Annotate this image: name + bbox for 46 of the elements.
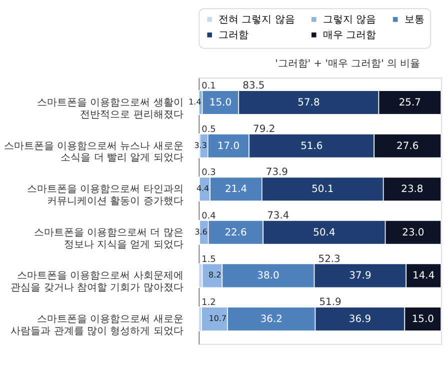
data-label: 0.5 bbox=[202, 124, 216, 135]
text: '그러함' + '매우 그러함' 의 비율 bbox=[275, 58, 420, 70]
data-label: 36.9 bbox=[348, 314, 372, 325]
legend-label: 전혀 그렇지 않음 bbox=[218, 14, 295, 26]
data-label: 10.7 bbox=[208, 314, 227, 323]
data-label: 1.4 bbox=[188, 98, 202, 107]
data-label: 37.9 bbox=[349, 270, 372, 282]
data-label: 1.2 bbox=[202, 298, 216, 308]
legend-label: 보통 bbox=[404, 14, 424, 26]
data-label: 14.4 bbox=[412, 270, 435, 282]
y-tick-label: 스마트폰을 이용함으로써 새로운 사람들과 관계를 많이 형성하게 되었다 bbox=[10, 314, 184, 337]
data-label: 15.0 bbox=[209, 98, 232, 109]
legend-label: 그렇지 않음 bbox=[322, 14, 376, 26]
data-label: 23.8 bbox=[401, 184, 424, 196]
data-label: 38.0 bbox=[257, 270, 280, 282]
data-label: 21.4 bbox=[224, 184, 248, 196]
y-tick-label: 스마트폰을 이용함으로써 더 많은 정보나 지식을 얻게 되었다 bbox=[34, 227, 184, 250]
y-tick-label: 스마트폰을 이용함으로써 사회문제에 관심을 갖거나 참여할 기회가 많아졌다 bbox=[10, 270, 184, 294]
legend-label: 그러함 bbox=[218, 30, 249, 41]
data-label: 0.1 bbox=[202, 82, 216, 92]
annotation: 79.2 bbox=[253, 124, 276, 135]
y-tick-label: 스마트폰을 이용함으로써 뉴스나 새로운 소식을 더 빨리 알게 되었다 bbox=[4, 140, 184, 164]
data-label: 8.2 bbox=[208, 270, 222, 280]
data-label: 51.6 bbox=[300, 140, 323, 152]
data-label: 22.6 bbox=[224, 227, 247, 238]
data-label: 27.6 bbox=[396, 140, 419, 152]
data-label: 0.4 bbox=[202, 211, 216, 222]
data-label: 57.8 bbox=[298, 98, 320, 109]
legend-label: 매우 그러함 bbox=[322, 30, 376, 41]
data-label: 3.3 bbox=[194, 140, 207, 150]
data-label: 50.1 bbox=[312, 184, 334, 196]
data-label: 36.2 bbox=[260, 314, 282, 325]
data-label: 0.3 bbox=[202, 168, 216, 178]
data-label: 25.7 bbox=[398, 98, 421, 109]
y-tick-label: 스마트폰을 이용함으로써 생활이 전반적으로 편리해졌다 bbox=[36, 98, 184, 120]
annotation: 51.9 bbox=[319, 297, 342, 308]
data-label: 23.0 bbox=[402, 227, 424, 238]
data-label: 17.0 bbox=[217, 140, 240, 152]
annotation: 83.5 bbox=[242, 80, 265, 92]
data-label: 50.4 bbox=[313, 227, 336, 238]
annotation: 52.3 bbox=[318, 254, 340, 265]
annotation: 73.9 bbox=[266, 167, 288, 178]
data-label: 1.5 bbox=[202, 254, 216, 265]
annotation: 73.4 bbox=[267, 210, 290, 222]
data-label: 15.0 bbox=[412, 314, 434, 325]
y-tick-label: 스마트폰을 이용함으로써 타인과의 커뮤니케이션 활동이 증가했다 bbox=[26, 184, 184, 208]
